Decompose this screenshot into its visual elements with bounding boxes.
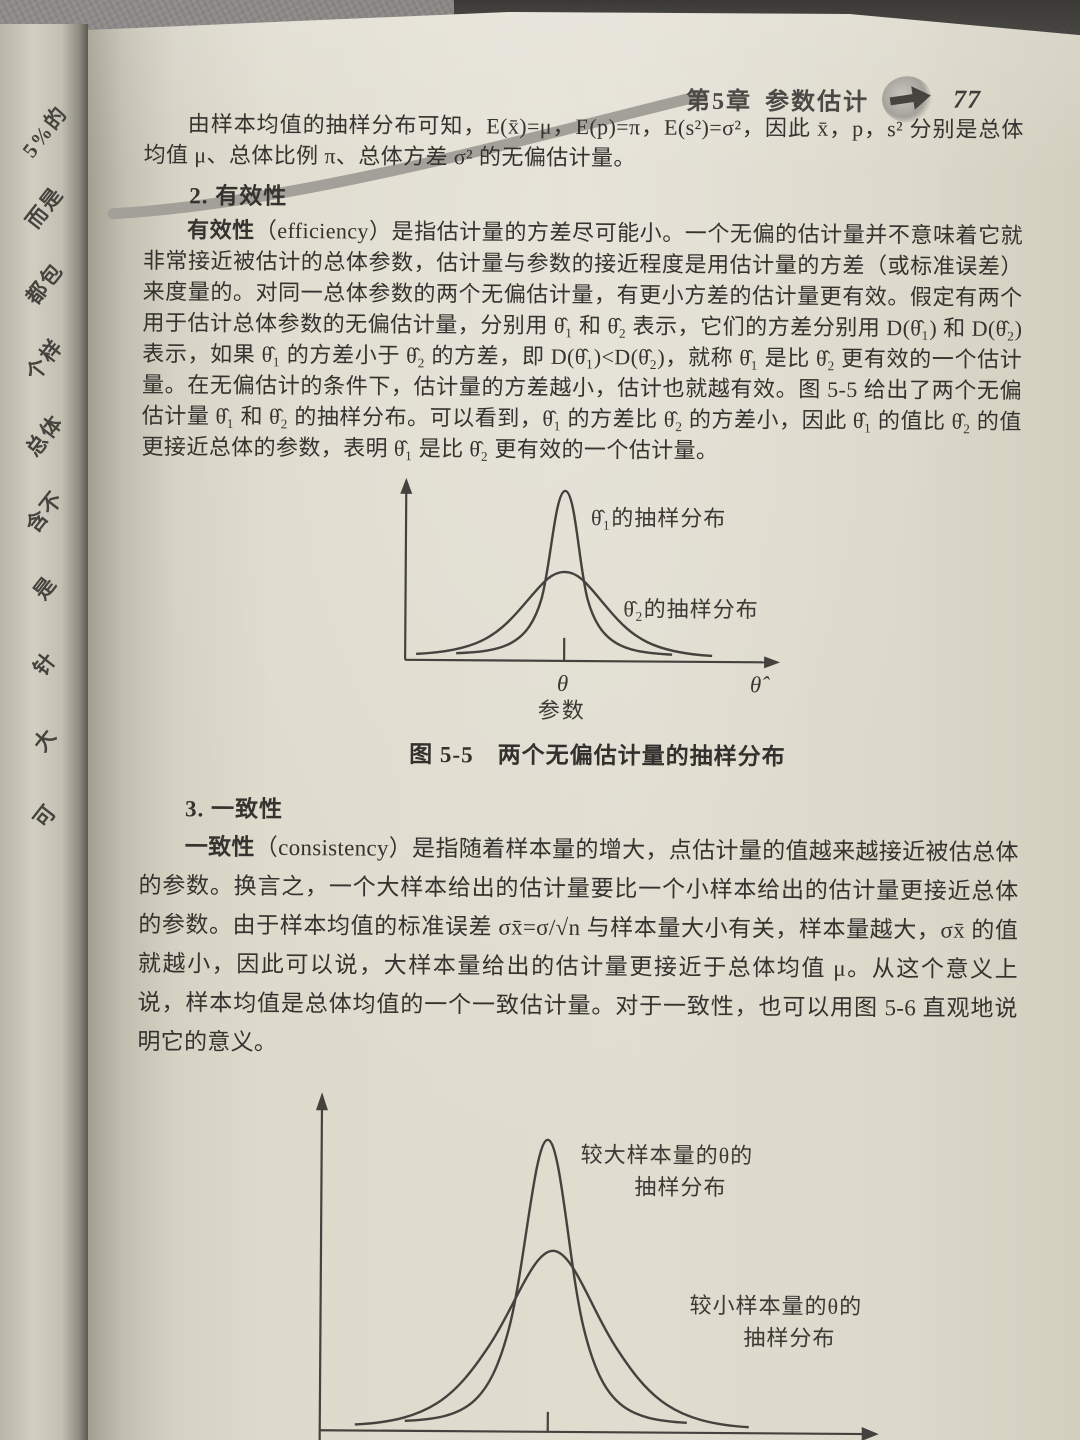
adjacent-page-text-fragment: 个样: [21, 334, 69, 386]
curve-small-sample-distribution: [354, 1249, 749, 1429]
theta2-curve-label: θ̂₂的抽样分布: [623, 596, 758, 622]
curve-theta2-distribution: [416, 570, 713, 658]
x-axis-arrowhead: [861, 1427, 879, 1440]
x-tick-label: θ: [557, 671, 568, 696]
x-axis-end-label: θ̂: [750, 672, 770, 697]
adjacent-page-text-fragment: 总体: [21, 410, 69, 462]
adjacent-page-edge: 5%的 而是 都包 个样 总体 含不 是 针 大 可: [0, 24, 88, 1440]
consistency-lead-term: 一致性: [184, 834, 255, 860]
section-heading-consistency: 3. 一致性: [184, 796, 284, 822]
figure-5-5: θ̂₁的抽样分布 θ̂₂的抽样分布 θ 参数 θ̂ 图 5-5 两个无偏估计量的…: [377, 472, 819, 772]
efficiency-body-text: （efficiency）是指估计量的方差尽可能小。一个无偏的估计量并不意味着它就…: [141, 217, 1024, 463]
intro-paragraph: 由样本均值的抽样分布可知，E(x̄)=μ，E(p)=π，E(s²)=σ²，因此 …: [143, 111, 1024, 171]
page-header: 第5章 参数估计 77: [686, 74, 981, 124]
adjacent-page-text-fragment: 5%的: [17, 101, 73, 163]
figure-5-6-plot: 较大样本量的θ的 抽样分布 较小样本量的θ的 抽样分布 θ 参数 θ̂: [315, 1092, 879, 1440]
small-sample-label-line2: 抽样分布: [743, 1325, 835, 1351]
section-heading-efficiency: 2. 有效性: [189, 183, 288, 209]
figure-5-5-plot: θ̂₁的抽样分布 θ̂₂的抽样分布 θ 参数 θ̂: [400, 477, 781, 723]
efficiency-paragraph: 有效性（efficiency）是指估计量的方差尽可能小。一个无偏的估计量并不意味…: [141, 214, 1023, 468]
adjacent-page-text-fragment: 大: [28, 723, 62, 757]
y-axis: [403, 487, 408, 660]
x-tick-sublabel: 参数: [538, 698, 586, 723]
x-axis: [405, 658, 771, 664]
header-arrow-decoration: [881, 75, 940, 123]
header-rule: [107, 90, 706, 220]
large-sample-label-line1: 较大样本量的θ的: [581, 1142, 754, 1168]
adjacent-page-text-fragment: 而是: [21, 182, 69, 234]
y-axis-arrowhead: [400, 477, 413, 494]
curve-theta1-distribution: [456, 489, 673, 656]
y-axis-arrowhead: [315, 1092, 328, 1111]
page-content: 由样本均值的抽样分布可知，E(x̄)=μ，E(p)=π，E(s²)=σ²，因此 …: [88, 12, 1080, 1440]
adjacent-page-text-fragment: 都包: [21, 258, 69, 310]
consistency-paragraph: 一致性（consistency）是指随着样本量的增大，点估计量的值越来越接近被估…: [137, 827, 1019, 1067]
y-axis: [318, 1104, 324, 1440]
large-sample-label-line2: 抽样分布: [634, 1174, 726, 1200]
x-axis: [319, 1429, 868, 1436]
figure-5-5-caption: 图 5-5 两个无偏估计量的抽样分布: [409, 741, 786, 770]
small-sample-label-line1: 较小样本量的θ的: [690, 1293, 863, 1319]
consistency-body-text: （consistency）是指随着样本量的增大，点估计量的值越来越接近被估总体的…: [137, 834, 1019, 1055]
theta1-curve-label: θ̂₁的抽样分布: [591, 505, 726, 531]
adjacent-page-text-fragment: 可: [28, 799, 62, 833]
adjacent-page-text-fragment: 含不: [21, 486, 69, 538]
efficiency-lead-term: 有效性: [187, 217, 255, 243]
adjacent-page-text-fragment: 针: [28, 647, 62, 681]
figure-5-6: 较大样本量的θ的 抽样分布 较小样本量的θ的 抽样分布 θ 参数 θ̂: [292, 1082, 915, 1440]
arrow-right-icon: [889, 86, 931, 110]
book-page: 第5章 参数估计 77 由样本均值的抽样分布可知，E(x̄)=μ，E(p)=π，…: [88, 12, 1080, 1440]
x-axis-arrowhead: [764, 656, 781, 669]
curve-large-sample-distribution: [404, 1138, 687, 1424]
adjacent-page-text-fragment: 是: [28, 571, 62, 605]
